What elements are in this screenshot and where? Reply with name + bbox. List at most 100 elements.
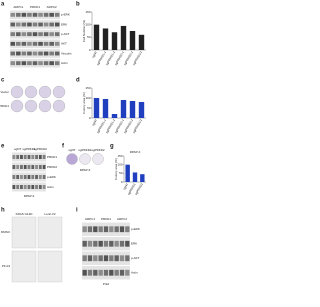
dish <box>79 153 91 165</box>
x-tick-label: sgPRKD2-2 <box>123 50 135 66</box>
dish-label: sgNT <box>68 148 75 152</box>
micro-image <box>11 250 37 283</box>
band <box>27 185 31 189</box>
bar <box>132 172 138 182</box>
band <box>54 12 60 17</box>
band <box>125 226 130 233</box>
dish <box>24 85 38 99</box>
x-tick-label: sgPRKD1/2 <box>132 118 143 134</box>
band <box>27 12 32 17</box>
blot-row: Actin <box>61 61 68 65</box>
y-tick-label: 50 <box>87 35 91 39</box>
dish <box>38 85 52 99</box>
blot-footer: RPAP-II <box>24 194 35 198</box>
band <box>43 12 49 17</box>
y-tick-label: 100 <box>85 22 90 26</box>
band <box>32 51 38 56</box>
micro-image <box>37 216 63 249</box>
band <box>38 32 43 37</box>
band <box>38 155 42 159</box>
blot-row: p-AKT <box>61 32 70 36</box>
band <box>54 22 60 27</box>
band <box>87 255 93 262</box>
band <box>114 269 119 276</box>
band <box>23 175 27 179</box>
dish-label: sgPRKD2 <box>91 148 105 152</box>
dish-row: Vector <box>0 90 9 94</box>
band <box>49 41 54 46</box>
band <box>38 165 42 169</box>
y-tick-label: 0 <box>89 48 91 52</box>
band <box>10 51 16 56</box>
band <box>27 41 32 46</box>
band <box>42 185 46 189</box>
band <box>35 155 38 159</box>
dish-footer: RPAP-II <box>80 168 91 172</box>
panel-label: g <box>110 144 114 150</box>
band <box>16 51 21 56</box>
y-tick-label: 150 <box>85 10 90 14</box>
bar <box>111 114 118 118</box>
x-tick-label: sgPRKD1 <box>127 182 137 196</box>
bar <box>120 25 127 50</box>
x-tick-label: sgPRKD1-2 <box>105 50 117 66</box>
band <box>38 12 43 17</box>
band <box>125 255 130 262</box>
bar <box>125 164 130 182</box>
band <box>35 185 38 189</box>
bar <box>138 34 145 50</box>
figure: a b c d e f g h i ARPC1 PRKD1 ARPC2 p-ERK ERK p-AKT AKT… <box>0 2 146 286</box>
x-tick-label: sgNT <box>91 50 98 58</box>
band <box>119 269 125 276</box>
band <box>27 51 32 56</box>
panel-label: b <box>76 2 80 8</box>
blot-row: p-AKT <box>131 256 140 260</box>
x-tick-label: sgPRKD1-2 <box>105 118 117 134</box>
band <box>49 51 54 56</box>
x-tick-label: sgPRKD1/2 <box>132 50 143 66</box>
band <box>10 61 16 66</box>
bar <box>138 102 145 118</box>
y-tick-label: 150 <box>117 154 122 158</box>
bar <box>111 32 118 50</box>
micro-column: KRAS G12D <box>16 212 34 216</box>
micro-column: Lenti-V2 <box>44 212 56 216</box>
y-tick-label: 0 <box>121 180 123 184</box>
band <box>16 22 21 27</box>
band <box>27 61 32 66</box>
band <box>20 185 23 189</box>
band <box>12 175 16 179</box>
band <box>43 61 49 66</box>
blot-row: ERK <box>131 242 137 246</box>
blot-footer: Prkd <box>103 282 110 286</box>
band <box>32 41 38 46</box>
bar <box>129 101 136 118</box>
band <box>87 269 93 276</box>
band <box>38 175 42 179</box>
band <box>109 269 114 276</box>
blot-column: ARPC2 <box>117 217 127 221</box>
band <box>27 32 32 37</box>
band <box>93 240 98 247</box>
band <box>12 185 16 189</box>
x-tick-label: sgNT <box>91 118 98 126</box>
x-tick-label: sgPRKD2-2 <box>123 118 135 134</box>
band <box>82 226 87 233</box>
dish <box>38 99 52 113</box>
band <box>16 12 21 17</box>
bar <box>102 99 109 118</box>
band <box>109 226 114 233</box>
band <box>20 175 23 179</box>
bar <box>102 28 109 50</box>
band <box>125 240 130 247</box>
panel-label: d <box>76 78 80 84</box>
band <box>35 165 38 169</box>
x-tick-label: sgPRKD1-1 <box>96 50 108 66</box>
band <box>38 51 43 56</box>
band <box>35 175 38 179</box>
band <box>20 155 23 159</box>
dish-label: sgPRKD1 <box>78 148 92 152</box>
x-tick-label: sgPRKD1-1 <box>96 118 108 134</box>
band <box>54 61 60 66</box>
blot-column: ARPC2 <box>47 5 57 9</box>
